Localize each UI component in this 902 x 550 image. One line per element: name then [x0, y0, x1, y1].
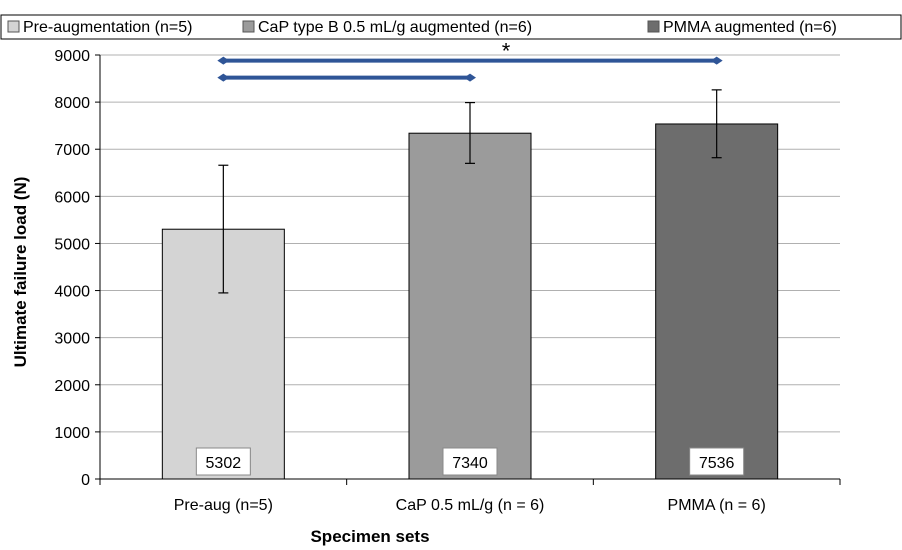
bar — [408, 132, 532, 480]
bar-data-labels: 5302 7340 7536 — [195, 447, 745, 476]
data-label-box — [195, 447, 251, 476]
significance-bracket — [217, 56, 723, 65]
y-tick-label: 0 — [81, 472, 90, 489]
y-tick-label: 4000 — [54, 284, 90, 301]
y-tick-label: 5000 — [54, 236, 90, 253]
y-tick-label: 2000 — [54, 378, 90, 395]
y-tick-label: 6000 — [54, 189, 90, 206]
x-tick-label: PMMA (n = 6) — [668, 497, 766, 514]
y-tick-label: 9000 — [54, 48, 90, 65]
x-tick-label: CaP 0.5 mL/g (n = 6) — [396, 497, 545, 514]
y-tick-label: 7000 — [54, 142, 90, 159]
data-label: 5302 — [195, 447, 251, 476]
legend-swatch — [242, 20, 255, 33]
data-label-text: 5302 — [206, 455, 242, 472]
bar — [655, 123, 779, 480]
bars — [161, 123, 779, 480]
bracket-end-marker — [217, 73, 230, 82]
error-bars — [218, 89, 722, 294]
significance-bracket — [217, 73, 476, 82]
y-tick-label: 1000 — [54, 425, 90, 442]
data-label-text: 7536 — [699, 455, 735, 472]
y-tick-label: 3000 — [54, 331, 90, 348]
legend-swatch — [7, 20, 20, 33]
significance-asterisk: * — [502, 39, 511, 64]
legend-label: CaP type B 0.5 mL/g augmented (n=6) — [258, 19, 532, 36]
significance-brackets: * — [217, 39, 723, 82]
data-label-box — [442, 447, 498, 476]
x-axis: Pre-aug (n=5) CaP 0.5 mL/g (n = 6) PMMA (n… — [99, 478, 841, 514]
legend: Pre-augmentation (n=5) CaP type B 0.5 mL/… — [0, 14, 902, 40]
data-label-box — [689, 447, 745, 476]
legend-item: PMMA augmented (n=6) — [647, 19, 837, 36]
data-label: 7340 — [442, 447, 498, 476]
data-label-text: 7340 — [452, 455, 488, 472]
legend-label: Pre-augmentation (n=5) — [23, 19, 192, 36]
y-axis: 0 1000 2000 3000 4000 5000 6000 7000 8000 9000 — [54, 48, 101, 489]
x-tick-label: Pre-aug (n=5) — [174, 497, 273, 514]
bracket-end-marker — [217, 56, 230, 65]
bracket-end-marker — [464, 73, 476, 82]
legend-item: CaP type B 0.5 mL/g augmented (n=6) — [242, 19, 532, 36]
x-axis-title: Specimen sets — [310, 527, 429, 546]
legend-box — [0, 14, 902, 40]
legend-label: PMMA augmented (n=6) — [663, 19, 837, 36]
data-label: 7536 — [689, 447, 745, 476]
y-tick-label: 8000 — [54, 95, 90, 112]
legend-item: Pre-augmentation (n=5) — [7, 19, 192, 36]
legend-swatch — [647, 20, 660, 33]
bracket-end-marker — [710, 56, 723, 65]
y-axis-title: Ultimate failure load (N) — [11, 177, 30, 368]
